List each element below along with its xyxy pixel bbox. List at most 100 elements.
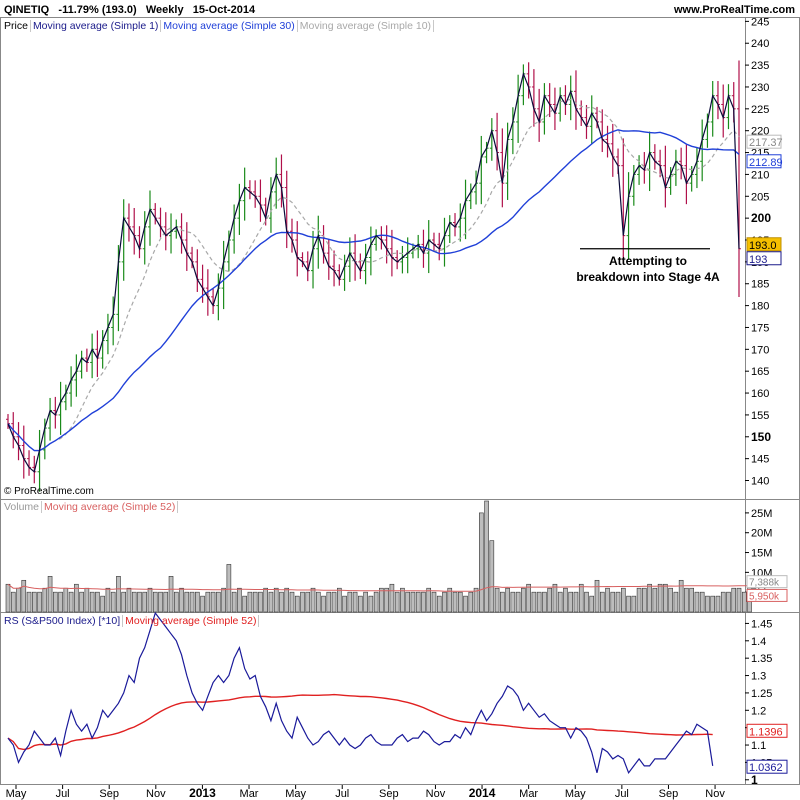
volume-bar [226,564,232,613]
annotation-line-1: Attempting to [609,254,687,268]
annotation-line-2: breakdown into Stage 4A [576,270,720,284]
volume-bar [720,591,726,613]
volume-bar [421,591,426,613]
price-legend: Price Moving average (Simple 1) Moving ave… [2,20,435,33]
x-tick-label: Nov [146,788,166,800]
volume-bar [468,591,474,613]
volume-bar [394,591,400,613]
volume-bar [95,591,100,613]
volume-bar [16,587,21,613]
rs-tick-label: 1.1 [751,740,766,752]
chart-header: QINETIQ -11.79% (193.0) Weekly 15-Oct-20… [4,4,255,16]
x-tick-label: Mar [240,788,259,800]
volume-bar [237,587,242,613]
volume-value-box [746,575,788,589]
legend-volume[interactable]: Volume [2,501,43,513]
volume-tick-label: 25M [751,508,772,520]
price-tick-label: 155 [751,410,769,422]
volume-bar [731,587,737,613]
site-label: www.ProRealTime.com [674,4,796,16]
rs-tick-label: 1.3 [751,671,766,683]
volume-bar [678,579,684,613]
volume-bar [216,591,221,613]
x-tick-label: Nov [426,788,446,800]
volume-bar [515,591,521,613]
legend-rs[interactable]: RS (S&P500 Index) [*10] [2,615,124,627]
legend-volume-ma[interactable]: Moving average (Simple 52) [42,501,179,513]
annotation: Attempting to breakdown into Stage 4A [568,253,728,285]
legend-ma30[interactable]: Moving average (Simple 30) [161,20,298,32]
volume-bar [294,595,300,613]
date-label: 15-Oct-2014 [192,4,256,16]
price-tick-label: 210 [751,169,769,181]
price-tick-label: 175 [751,322,769,334]
volume-bar [116,576,121,613]
price-value: 193.0 [749,240,777,252]
volume-bars [5,500,752,613]
volume-bar [37,591,42,613]
x-tick-label: Jul [335,788,349,800]
chart-frame [0,17,800,785]
volume-bar [447,587,453,613]
volume-bar [268,591,274,613]
legend-rs-ma[interactable]: Moving average (Simple 52) [123,615,260,627]
price-tick-label: 240 [751,38,769,50]
volume-bar [110,591,116,613]
volume-bar [526,583,531,613]
price-value-box [746,237,782,252]
volume-legend: Volume Moving average (Simple 52) [2,501,179,514]
volume-bar [337,587,342,613]
volume-bar [168,576,174,613]
volume-bar [384,587,389,613]
volume-bar [410,591,416,613]
volume-bar [668,587,673,613]
volume-bar [47,576,53,613]
volume-bar [426,587,432,613]
volume-bar [594,579,600,613]
rs-ma-line [7,693,713,751]
volume-bar [173,591,179,613]
price-tick-label: 170 [751,344,769,356]
legend-ma1[interactable]: Moving average (Simple 1) [30,20,162,32]
volume-bar [684,587,689,613]
volume-bar [615,591,621,613]
volume-bar [321,595,326,613]
volume-bar [673,591,679,613]
volume-bar [431,591,437,613]
volume-bar [389,583,395,613]
x-tick-label: Mar [519,788,538,800]
volume-bar [84,587,90,613]
volume-bar [373,591,379,613]
volume-bar [652,587,658,613]
legend-ma10[interactable]: Moving average (Simple 10) [297,20,435,32]
volume-bar [310,587,316,613]
volume-bar [741,591,747,613]
price-tick-label: 140 [751,476,769,488]
volume-bar [58,591,63,613]
price-tick-label: 205 [751,191,769,203]
x-tick-label: 2014 [469,786,496,800]
x-tick-label: Sep [379,788,399,800]
volume-bar [568,591,574,613]
volume-bar [489,540,495,613]
volume-bar [442,591,447,613]
volume-bar [147,587,153,613]
ma10-value: 217.37 [749,137,783,149]
volume-bar [331,591,337,613]
legend-price[interactable]: Price [2,20,31,32]
change-label: -11.79% (193.0) [58,4,137,16]
rs-tick-label: 1.2 [751,705,766,717]
volume-bar [68,591,74,613]
rs-tick-label: 1.4 [751,636,766,648]
volume-bar [189,591,195,613]
volume-bar [494,587,500,613]
volume-bar [158,591,163,613]
volume-bar [578,583,584,613]
volume-bar [63,587,69,613]
price-tick-label: 200 [751,211,771,225]
volume-bar [631,595,637,613]
volume-bar [536,591,542,613]
rs-tick-label: 1.35 [751,653,772,665]
